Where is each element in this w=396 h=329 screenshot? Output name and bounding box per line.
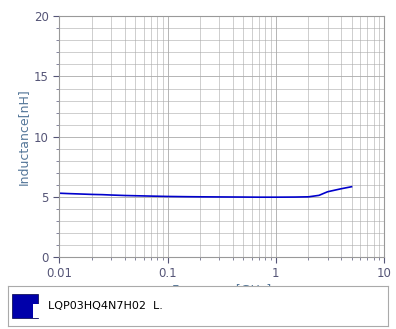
Y-axis label: Inductance[nH]: Inductance[nH] [17, 88, 30, 185]
Bar [12, 294, 38, 318]
Bar [32, 304, 40, 318]
Text: LQP03HQ4N7H02  L.: LQP03HQ4N7H02 L. [48, 301, 163, 311]
X-axis label: Frequency[GHz]: Frequency[GHz] [171, 284, 272, 297]
